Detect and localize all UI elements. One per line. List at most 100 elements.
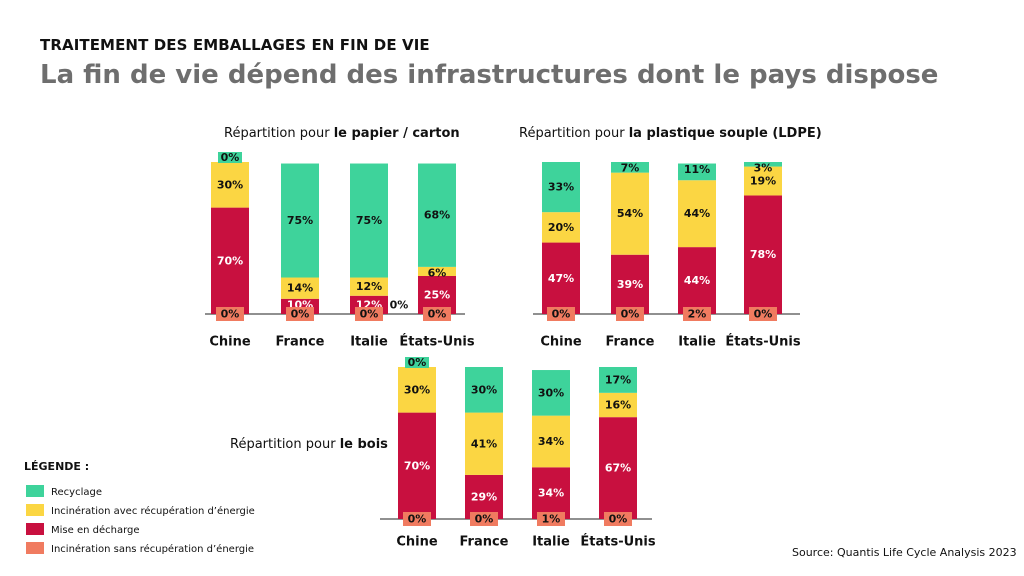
bar-segment-incineration_recup bbox=[398, 367, 436, 413]
legend-item-incineration-sans: Incinération sans récupération d’énergie bbox=[24, 542, 254, 561]
legend-swatch bbox=[26, 504, 44, 516]
data-label: 34% bbox=[538, 435, 564, 448]
bar-segment-incineration_recup bbox=[611, 172, 649, 255]
data-label: 20% bbox=[548, 221, 574, 234]
bar-segment-recyclage bbox=[532, 370, 570, 416]
chart-title-bold: le bois bbox=[339, 437, 388, 452]
data-label: 54% bbox=[617, 207, 643, 220]
chart-title-papier: Répartition pour le papier / carton bbox=[224, 126, 460, 141]
chart-title-bois: Répartition pour le bois bbox=[230, 437, 388, 452]
bar-segment-incineration_sans bbox=[403, 512, 431, 526]
legend-label: Incinération avec récupération d’énergie bbox=[51, 506, 255, 517]
legend-swatch bbox=[26, 542, 44, 554]
data-label: 33% bbox=[548, 181, 574, 194]
bar-segment-incineration_recup bbox=[599, 392, 637, 418]
bar-segment-incineration_recup bbox=[678, 180, 716, 248]
data-label: 0% bbox=[408, 356, 427, 369]
chart-title-prefix: Répartition pour bbox=[519, 126, 629, 141]
category-label: Italie bbox=[350, 335, 388, 350]
chart-title-bold: le papier / carton bbox=[333, 126, 460, 141]
bar-segment-incineration_recup bbox=[542, 212, 580, 243]
legend-title: LÉGENDE : bbox=[24, 460, 90, 473]
data-label: 47% bbox=[548, 272, 574, 285]
category-label: France bbox=[459, 535, 508, 550]
page-title: La fin de vie dépend des infrastructures… bbox=[40, 60, 939, 90]
bar-segment-recyclage bbox=[465, 367, 503, 413]
data-label: 0% bbox=[408, 513, 427, 526]
data-label: 30% bbox=[404, 383, 430, 396]
category-label: France bbox=[605, 335, 654, 350]
data-label: 30% bbox=[217, 178, 243, 191]
bar-segment-incineration_sans bbox=[616, 307, 644, 321]
legend-label: Mise en décharge bbox=[51, 525, 140, 536]
chart-title-prefix: Répartition pour bbox=[224, 126, 334, 141]
legend-item-recyclage: Recyclage bbox=[24, 485, 102, 504]
category-label: Chine bbox=[540, 335, 582, 350]
data-label: 14% bbox=[287, 282, 313, 295]
bar-segment-recyclage bbox=[542, 162, 580, 213]
data-label: 78% bbox=[750, 248, 776, 261]
data-label: 0% bbox=[609, 513, 628, 526]
legend-label: Incinération sans récupération d’énergie bbox=[51, 544, 255, 555]
bar-segment-decharge bbox=[465, 474, 503, 519]
category-label: États-Unis bbox=[399, 334, 474, 350]
bar-segment-decharge bbox=[611, 254, 649, 314]
bar-segment-decharge bbox=[532, 467, 570, 519]
data-label: 25% bbox=[424, 289, 450, 302]
bar-segment-incineration_sans bbox=[749, 307, 777, 321]
data-label: 68% bbox=[424, 209, 450, 222]
category-label: États-Unis bbox=[725, 334, 800, 350]
bar-segment-incineration_recup bbox=[211, 162, 249, 208]
bar-segment-incineration_recup bbox=[744, 166, 782, 196]
bar-segment-incineration_sans bbox=[286, 307, 314, 321]
bar-segment-recyclage bbox=[418, 163, 456, 267]
data-label: 0% bbox=[754, 308, 773, 321]
bar-segment-incineration_sans bbox=[355, 307, 383, 321]
data-label: 12% bbox=[356, 280, 382, 293]
data-label: 0% bbox=[475, 513, 494, 526]
zero-value-chip bbox=[218, 152, 242, 163]
chart-title-bold: la plastique souple (LDPE) bbox=[628, 126, 822, 141]
stacked-bar-chart-2: 70% 30% 0% 0% Chine 29% 41% 30% 0% France 34% 34% 30… bbox=[380, 356, 656, 550]
bar-segment-incineration_sans bbox=[423, 307, 451, 321]
bar-segment-decharge bbox=[398, 412, 436, 519]
data-label: 0% bbox=[291, 308, 310, 321]
bar-segment-decharge bbox=[678, 247, 716, 314]
bar-segment-incineration_sans bbox=[604, 512, 632, 526]
data-label: 39% bbox=[617, 278, 643, 291]
data-label: 2% bbox=[688, 308, 707, 321]
data-label: 0% bbox=[621, 308, 640, 321]
bar-segment-incineration_sans bbox=[216, 307, 244, 321]
legend: LÉGENDE : Recyclage Incinération avec ré… bbox=[24, 460, 255, 561]
data-label: 0% bbox=[221, 308, 240, 321]
category-label: France bbox=[275, 335, 324, 350]
data-label: 41% bbox=[471, 437, 497, 450]
data-label: 67% bbox=[605, 462, 631, 475]
data-label: 11% bbox=[684, 163, 710, 176]
category-label: Chine bbox=[396, 535, 438, 550]
data-label: 3% bbox=[754, 162, 773, 175]
bar-segment-incineration_sans bbox=[470, 512, 498, 526]
data-label: 1% bbox=[542, 513, 561, 526]
data-label: 7% bbox=[621, 162, 640, 175]
zero-value-chip bbox=[405, 357, 429, 368]
bar-segment-incineration_sans bbox=[547, 307, 575, 321]
data-label: 16% bbox=[605, 399, 631, 412]
bar-segment-decharge bbox=[599, 417, 637, 519]
data-label: 6% bbox=[428, 266, 447, 279]
source-note: Source: Quantis Life Cycle Analysis 2023 bbox=[792, 546, 1017, 559]
data-label: 70% bbox=[217, 254, 243, 267]
data-label: 30% bbox=[471, 383, 497, 396]
chart-title-plastique: Répartition pour la plastique souple (LD… bbox=[519, 126, 822, 141]
bar-segment-decharge bbox=[744, 195, 782, 314]
data-label: 0% bbox=[360, 308, 379, 321]
data-label: 44% bbox=[684, 207, 710, 220]
category-label: États-Unis bbox=[580, 534, 655, 550]
data-label: 44% bbox=[684, 274, 710, 287]
data-label: 19% bbox=[750, 175, 776, 188]
data-label-extra: 0% bbox=[390, 299, 409, 312]
supertitle: TRAITEMENT DES EMBALLAGES EN FIN DE VIE bbox=[40, 36, 430, 54]
chart-title-prefix: Répartition pour bbox=[230, 437, 340, 452]
bar-segment-recyclage bbox=[678, 163, 716, 181]
